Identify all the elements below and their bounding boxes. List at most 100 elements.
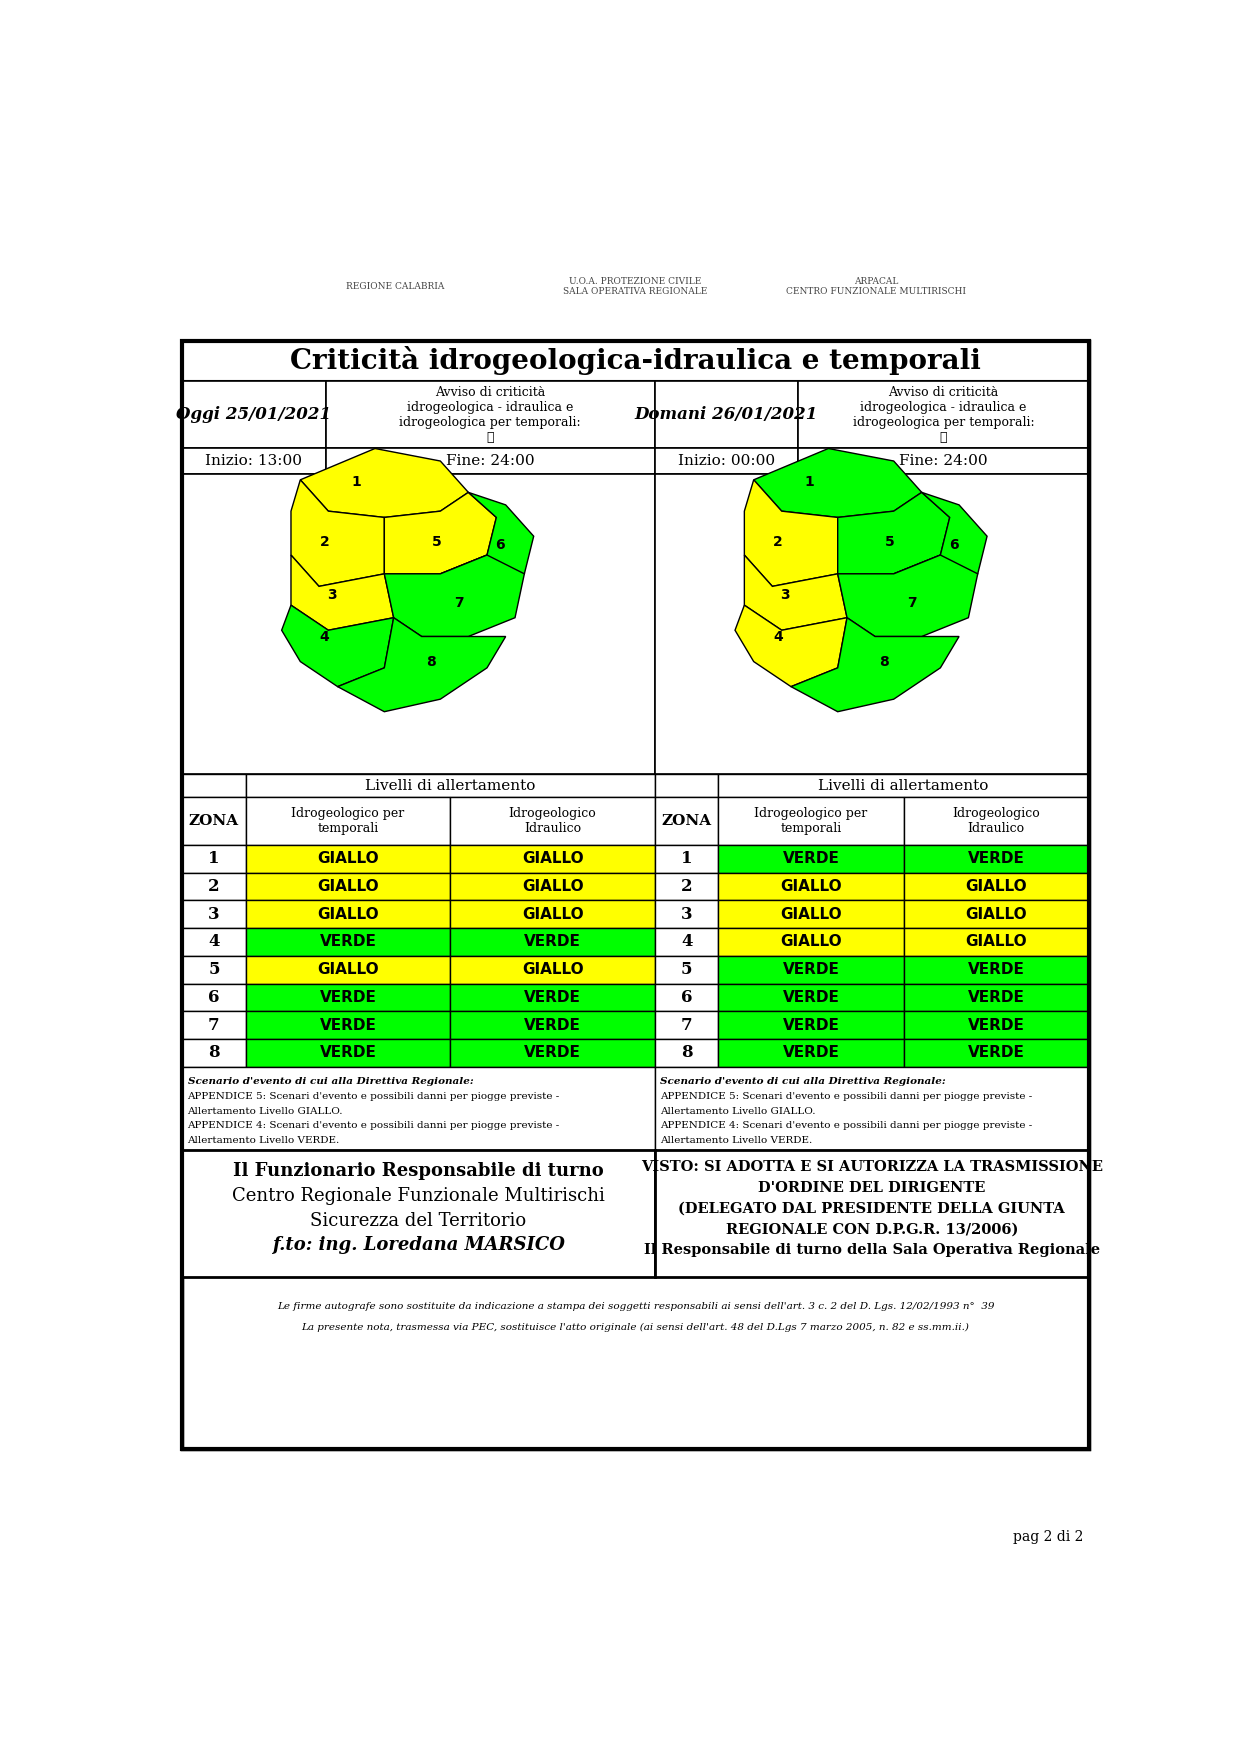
Text: VERDE: VERDE bbox=[968, 989, 1024, 1005]
Bar bbox=[655, 449, 799, 474]
Polygon shape bbox=[735, 605, 847, 686]
Text: Inizio: 13:00: Inizio: 13:00 bbox=[206, 454, 303, 468]
Bar bbox=[655, 381, 799, 449]
Bar bbox=[718, 1012, 904, 1038]
Text: Domani 26/01/2021: Domani 26/01/2021 bbox=[635, 405, 818, 423]
Polygon shape bbox=[291, 554, 393, 630]
Bar bbox=[246, 956, 450, 984]
Text: VERDE: VERDE bbox=[782, 963, 839, 977]
Text: 6: 6 bbox=[949, 538, 959, 553]
Bar bbox=[904, 956, 1089, 984]
Text: 5: 5 bbox=[432, 535, 441, 549]
Text: 3: 3 bbox=[327, 588, 337, 602]
Bar bbox=[182, 928, 246, 956]
Text: Scenario d'evento di cui alla Direttiva Regionale:: Scenario d'evento di cui alla Direttiva … bbox=[187, 1077, 474, 1086]
Text: 1: 1 bbox=[208, 851, 219, 866]
Bar bbox=[246, 845, 450, 873]
Text: 5: 5 bbox=[681, 961, 692, 979]
Text: ZONA: ZONA bbox=[662, 814, 712, 828]
Text: Allertamento Livello GIALLO.: Allertamento Livello GIALLO. bbox=[187, 1107, 343, 1116]
Text: 5: 5 bbox=[885, 535, 895, 549]
Text: VERDE: VERDE bbox=[968, 1045, 1024, 1061]
Bar bbox=[325, 381, 655, 449]
Text: 3: 3 bbox=[781, 588, 790, 602]
Text: 7: 7 bbox=[454, 596, 464, 610]
Bar bbox=[450, 873, 655, 900]
Polygon shape bbox=[291, 481, 384, 586]
Text: D'ORDINE DEL DIRIGENTE: D'ORDINE DEL DIRIGENTE bbox=[758, 1180, 986, 1194]
Bar bbox=[655, 1066, 1089, 1151]
Bar bbox=[450, 798, 655, 845]
Bar bbox=[655, 900, 718, 928]
Text: Sicurezza del Territorio: Sicurezza del Territorio bbox=[310, 1212, 527, 1230]
Polygon shape bbox=[838, 493, 950, 574]
Bar bbox=[246, 984, 450, 1012]
Text: Allertamento Livello GIALLO.: Allertamento Livello GIALLO. bbox=[660, 1107, 816, 1116]
Text: 8: 8 bbox=[427, 654, 436, 668]
Text: VISTO: SI ADOTTA E SI AUTORIZZA LA TRASMISSIONE: VISTO: SI ADOTTA E SI AUTORIZZA LA TRASM… bbox=[641, 1159, 1102, 1173]
Text: VERDE: VERDE bbox=[782, 851, 839, 866]
Text: f.to: ing. Loredana MARSICO: f.to: ing. Loredana MARSICO bbox=[272, 1237, 565, 1254]
Text: REGIONALE CON D.P.G.R. 13/2006): REGIONALE CON D.P.G.R. 13/2006) bbox=[725, 1223, 1018, 1237]
Polygon shape bbox=[838, 554, 977, 637]
Text: GIALLO: GIALLO bbox=[522, 851, 583, 866]
Bar bbox=[450, 900, 655, 928]
Text: 4: 4 bbox=[773, 630, 782, 644]
Text: APPENDICE 4: Scenari d'evento e possibili danni per piogge previste -: APPENDICE 4: Scenari d'evento e possibil… bbox=[187, 1121, 559, 1130]
Polygon shape bbox=[754, 449, 921, 517]
Text: VERDE: VERDE bbox=[320, 1045, 377, 1061]
Text: 7: 7 bbox=[908, 596, 918, 610]
Bar bbox=[246, 774, 655, 798]
Text: Avviso di criticità
idrogeologica - idraulica e
idrogeologica per temporali:
☒: Avviso di criticità idrogeologica - idra… bbox=[853, 386, 1034, 444]
Bar bbox=[450, 1038, 655, 1066]
Bar bbox=[246, 900, 450, 928]
Text: Avviso di criticità
idrogeologica - idraulica e
idrogeologica per temporali:
☒: Avviso di criticità idrogeologica - idra… bbox=[399, 386, 582, 444]
Text: VERDE: VERDE bbox=[320, 935, 377, 949]
Text: 4: 4 bbox=[320, 630, 330, 644]
Text: Scenario d'evento di cui alla Direttiva Regionale:: Scenario d'evento di cui alla Direttiva … bbox=[660, 1077, 946, 1086]
Bar bbox=[450, 1012, 655, 1038]
Text: Le firme autografe sono sostituite da indicazione a stampa dei soggetti responsa: Le firme autografe sono sostituite da in… bbox=[277, 1301, 994, 1310]
Text: 6: 6 bbox=[681, 989, 692, 1007]
Bar bbox=[799, 449, 1089, 474]
Bar bbox=[655, 984, 718, 1012]
Text: APPENDICE 5: Scenari d'evento e possibili danni per piogge previste -: APPENDICE 5: Scenari d'evento e possibil… bbox=[660, 1093, 1033, 1102]
Text: 4: 4 bbox=[681, 933, 692, 951]
Text: 8: 8 bbox=[879, 654, 889, 668]
Text: GIALLO: GIALLO bbox=[966, 907, 1027, 923]
Text: U.O.A. PROTEZIONE CIVILE
SALA OPERATIVA REGIONALE: U.O.A. PROTEZIONE CIVILE SALA OPERATIVA … bbox=[563, 277, 708, 296]
Bar bbox=[718, 956, 904, 984]
Bar bbox=[182, 474, 655, 774]
Bar bbox=[718, 798, 904, 845]
Bar bbox=[246, 873, 450, 900]
Text: Fine: 24:00: Fine: 24:00 bbox=[446, 454, 534, 468]
Bar bbox=[655, 1012, 718, 1038]
Text: GIALLO: GIALLO bbox=[966, 935, 1027, 949]
Polygon shape bbox=[744, 554, 847, 630]
Bar bbox=[718, 900, 904, 928]
Text: VERDE: VERDE bbox=[782, 989, 839, 1005]
Text: ZONA: ZONA bbox=[188, 814, 239, 828]
Text: VERDE: VERDE bbox=[525, 935, 582, 949]
Bar bbox=[718, 774, 1089, 798]
Bar bbox=[718, 845, 904, 873]
Text: GIALLO: GIALLO bbox=[780, 935, 842, 949]
Bar bbox=[904, 900, 1089, 928]
Bar bbox=[182, 774, 246, 798]
Bar bbox=[182, 798, 246, 845]
Bar bbox=[904, 1038, 1089, 1066]
Bar bbox=[904, 845, 1089, 873]
Bar bbox=[904, 984, 1089, 1012]
Bar bbox=[325, 449, 655, 474]
Bar bbox=[904, 1012, 1089, 1038]
Bar bbox=[655, 928, 718, 956]
Bar bbox=[182, 984, 246, 1012]
Text: VERDE: VERDE bbox=[525, 1045, 582, 1061]
Bar bbox=[799, 381, 1089, 449]
Polygon shape bbox=[281, 605, 393, 686]
Text: APPENDICE 5: Scenari d'evento e possibili danni per piogge previste -: APPENDICE 5: Scenari d'evento e possibil… bbox=[187, 1093, 559, 1102]
Bar bbox=[904, 873, 1089, 900]
Text: GIALLO: GIALLO bbox=[317, 879, 378, 895]
Text: Fine: 24:00: Fine: 24:00 bbox=[899, 454, 988, 468]
Text: Idrogeologico
Idraulico: Idrogeologico Idraulico bbox=[952, 807, 1040, 835]
